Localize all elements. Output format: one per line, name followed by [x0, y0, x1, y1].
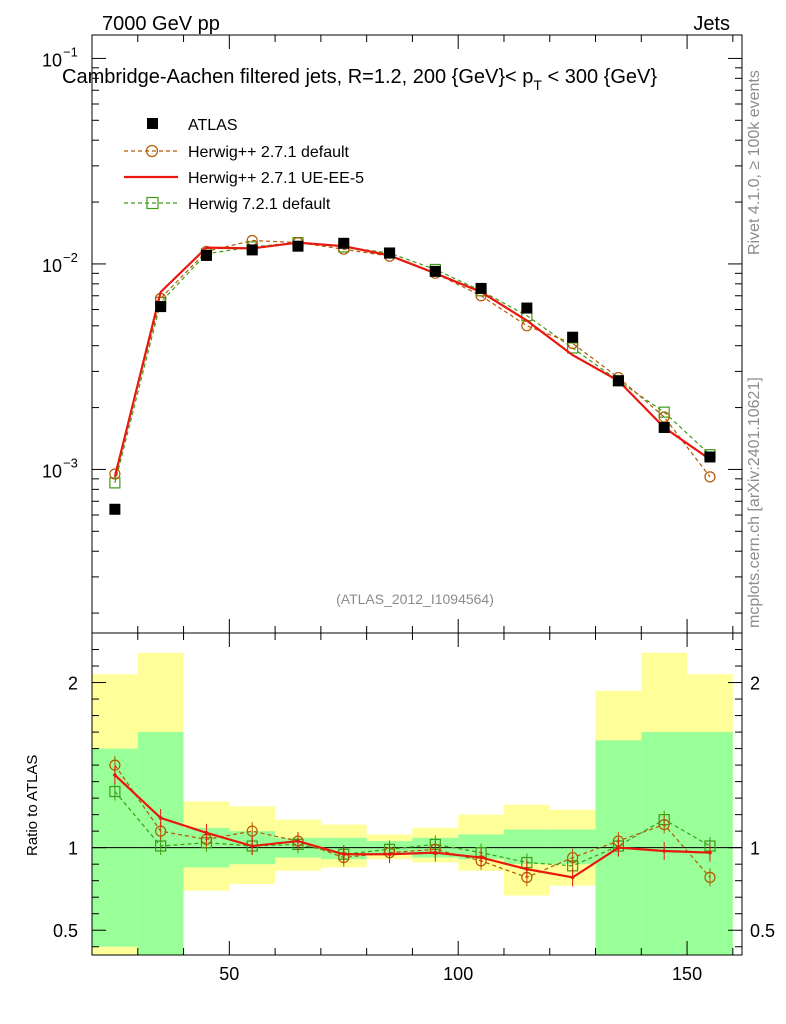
ratio-2-point-11 [616, 845, 621, 850]
ratio-ylabel: Ratio to ATLAS [24, 755, 41, 856]
y-tick-label-exp-2: −3 [63, 455, 78, 470]
legend-label-atlas: ATLAS [188, 117, 238, 134]
ratio-2-point-12 [662, 849, 666, 853]
ratio-2-point-10 [570, 875, 575, 880]
chart-title: Cambridge-Aachen filtered jets, R=1.2, 2… [62, 66, 657, 93]
ratio-line-3 [114, 791, 711, 867]
series-3-point-10 [567, 342, 579, 354]
ratio-2-point-6 [387, 852, 392, 857]
data-series [109, 234, 716, 887]
ratio-3-point-0 [109, 785, 121, 798]
y-tick-label-0: 10 [42, 50, 62, 70]
ratio-2-point-8 [479, 855, 483, 860]
y-tick-label-exp-1: −2 [63, 250, 78, 265]
ratio-2-point-5 [341, 852, 346, 857]
ratio-frame [91, 632, 743, 956]
x-tick-label-50: 50 [219, 964, 239, 984]
ratio-y-label-right-2: 2 [750, 674, 760, 694]
atlas-point-2 [200, 249, 212, 261]
atlas-point-12 [658, 421, 670, 433]
legend-marker-herwig7-default [146, 196, 159, 210]
mcplots-label: mcplots.cern.ch [arXiv:2401.10621] [746, 377, 763, 628]
ratio-y-label-1: 1 [68, 839, 78, 859]
ratio-1-point-13 [704, 871, 716, 883]
ratio-1-point-12 [658, 818, 670, 831]
chart-title-main: Cambridge-Aachen filtered jets, R=1.2, 2… [62, 66, 533, 88]
analysis-watermark: (ATLAS_2012_I1094564) [336, 591, 494, 607]
atlas-point-0 [109, 503, 121, 515]
x-tick-label-150: 150 [672, 964, 702, 984]
ratio-2-point-13 [708, 850, 712, 855]
axis-ticks [91, 35, 742, 955]
ratio-1-point-10 [567, 851, 579, 864]
series-1-point-0 [109, 468, 121, 480]
atlas-point-9 [521, 302, 533, 314]
series-3-point-12 [658, 406, 670, 418]
atlas-point-13 [704, 451, 716, 463]
ratio-line-2 [114, 774, 710, 879]
atlas-point-10 [567, 331, 579, 343]
series-line-3 [114, 241, 711, 484]
header-right: Jets [693, 13, 730, 35]
atlas-point-8 [475, 282, 487, 294]
y-tick-label-2: 10 [42, 461, 62, 481]
series-1-point-12 [658, 411, 670, 423]
y-tick-label-1: 10 [42, 256, 62, 276]
y-tick-label-exp-0: −1 [63, 44, 78, 59]
ratio-1-point-3 [246, 825, 258, 837]
legend-label-herwigpp-default: Herwig++ 2.7.1 default [188, 144, 350, 161]
header-left: 7000 GeV pp [102, 13, 220, 35]
series-3-point-0 [109, 477, 121, 489]
x-tick-label-100: 100 [443, 964, 473, 984]
ratio-2-point-1 [158, 816, 163, 820]
ratio-2-point-7 [433, 850, 438, 855]
legend-label-herwigpp-ueee5: Herwig++ 2.7.1 UE-EE-5 [188, 170, 364, 187]
atlas-point-5 [338, 237, 350, 249]
series-line-1 [114, 239, 711, 478]
legend: ATLAS Herwig++ 2.7.1 default Herwig++ 2.… [124, 117, 364, 213]
legend-marker-herwigpp-default [145, 144, 159, 158]
ratio-3-point-1 [155, 840, 167, 852]
ratio-uncertainty-bands [92, 652, 742, 955]
series-1-point-13 [704, 471, 716, 483]
atlas-point-6 [384, 247, 396, 259]
atlas-point-3 [246, 244, 258, 256]
ratio-2-point-2 [204, 831, 209, 835]
series-line-2 [113, 241, 711, 478]
ratio-2-point-4 [296, 839, 300, 843]
atlas-point-1 [155, 301, 167, 313]
atlas-point-11 [612, 375, 624, 387]
ratio-2-point-3 [250, 844, 255, 848]
ratio-y-label-0.5: 0.5 [53, 921, 78, 941]
legend-label-herwig7-default: Herwig 7.2.1 default [188, 196, 331, 213]
ratio-2-point-0 [113, 773, 117, 777]
legend-marker-atlas [147, 118, 158, 129]
rivet-label: Rivet 4.1.0, ≥ 100k events [746, 70, 763, 255]
ratio-2-point-9 [525, 867, 529, 871]
atlas-point-4 [292, 240, 304, 252]
ratio-line-1 [114, 764, 711, 879]
atlas-point-7 [429, 265, 441, 277]
chart-title-sub: T [533, 77, 542, 93]
ratio-y-label-right-1: 1 [750, 839, 760, 859]
ratio-y-label-right-0.5: 0.5 [750, 921, 775, 941]
chart-title-tail: < 300 {GeV} [542, 66, 657, 88]
ratio-y-label-2: 2 [68, 674, 78, 694]
